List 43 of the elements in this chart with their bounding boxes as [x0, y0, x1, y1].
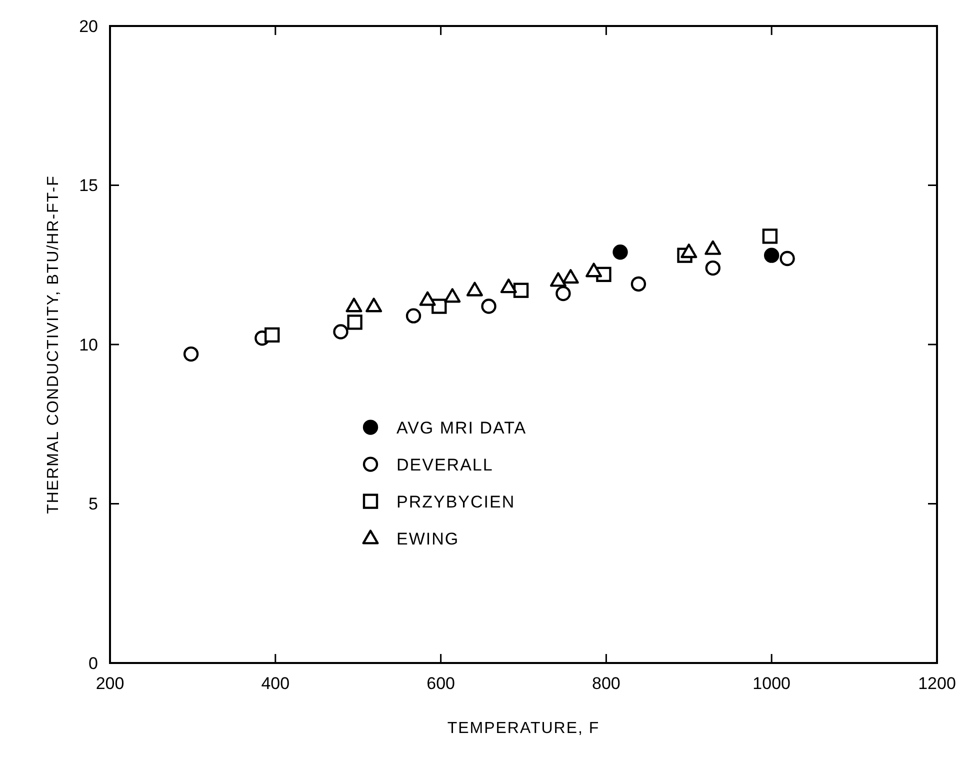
point [513, 282, 529, 298]
point [366, 298, 382, 312]
y-axis-title: THERMAL CONDUCTIVITY, BTU/HR-FT-F [45, 175, 62, 514]
legend-label: AVG MRI DATA [396, 418, 527, 438]
point [419, 291, 436, 306]
y-tick-label: 0 [88, 654, 98, 673]
x-axis-title: TEMPERATURE, F [447, 720, 600, 737]
point [630, 276, 646, 292]
point [612, 244, 628, 260]
point [705, 260, 720, 276]
x-tick-label: 600 [426, 674, 455, 693]
point [680, 244, 698, 258]
y-tick-label: 10 [79, 335, 98, 354]
point [406, 308, 422, 324]
point [333, 324, 348, 340]
y-tick-label: 20 [79, 16, 98, 36]
x-tick-label: 400 [261, 674, 290, 693]
point [550, 272, 566, 287]
point [346, 298, 362, 312]
point [466, 282, 483, 296]
x-tick-label: 1200 [918, 674, 956, 693]
point [481, 298, 496, 314]
legend-label: DEVERALL [396, 455, 494, 474]
point [444, 288, 461, 303]
legend-label: EWING [396, 529, 460, 548]
y-tick-label: 15 [79, 176, 98, 196]
point [562, 269, 579, 284]
x-tick-label: 1000 [752, 674, 791, 693]
x-tick-label: 800 [592, 674, 620, 693]
legend-label: PRZYBYCIEN [396, 492, 516, 512]
point [586, 262, 602, 278]
point [780, 250, 795, 266]
point [764, 248, 780, 263]
y-tick-label: 5 [88, 494, 98, 514]
point [347, 314, 362, 330]
point [556, 286, 571, 302]
point [762, 228, 778, 244]
point [500, 278, 517, 294]
point [704, 240, 722, 255]
point [183, 346, 199, 362]
point [264, 327, 280, 343]
point [432, 298, 447, 314]
x-tick-label: 200 [96, 674, 124, 693]
